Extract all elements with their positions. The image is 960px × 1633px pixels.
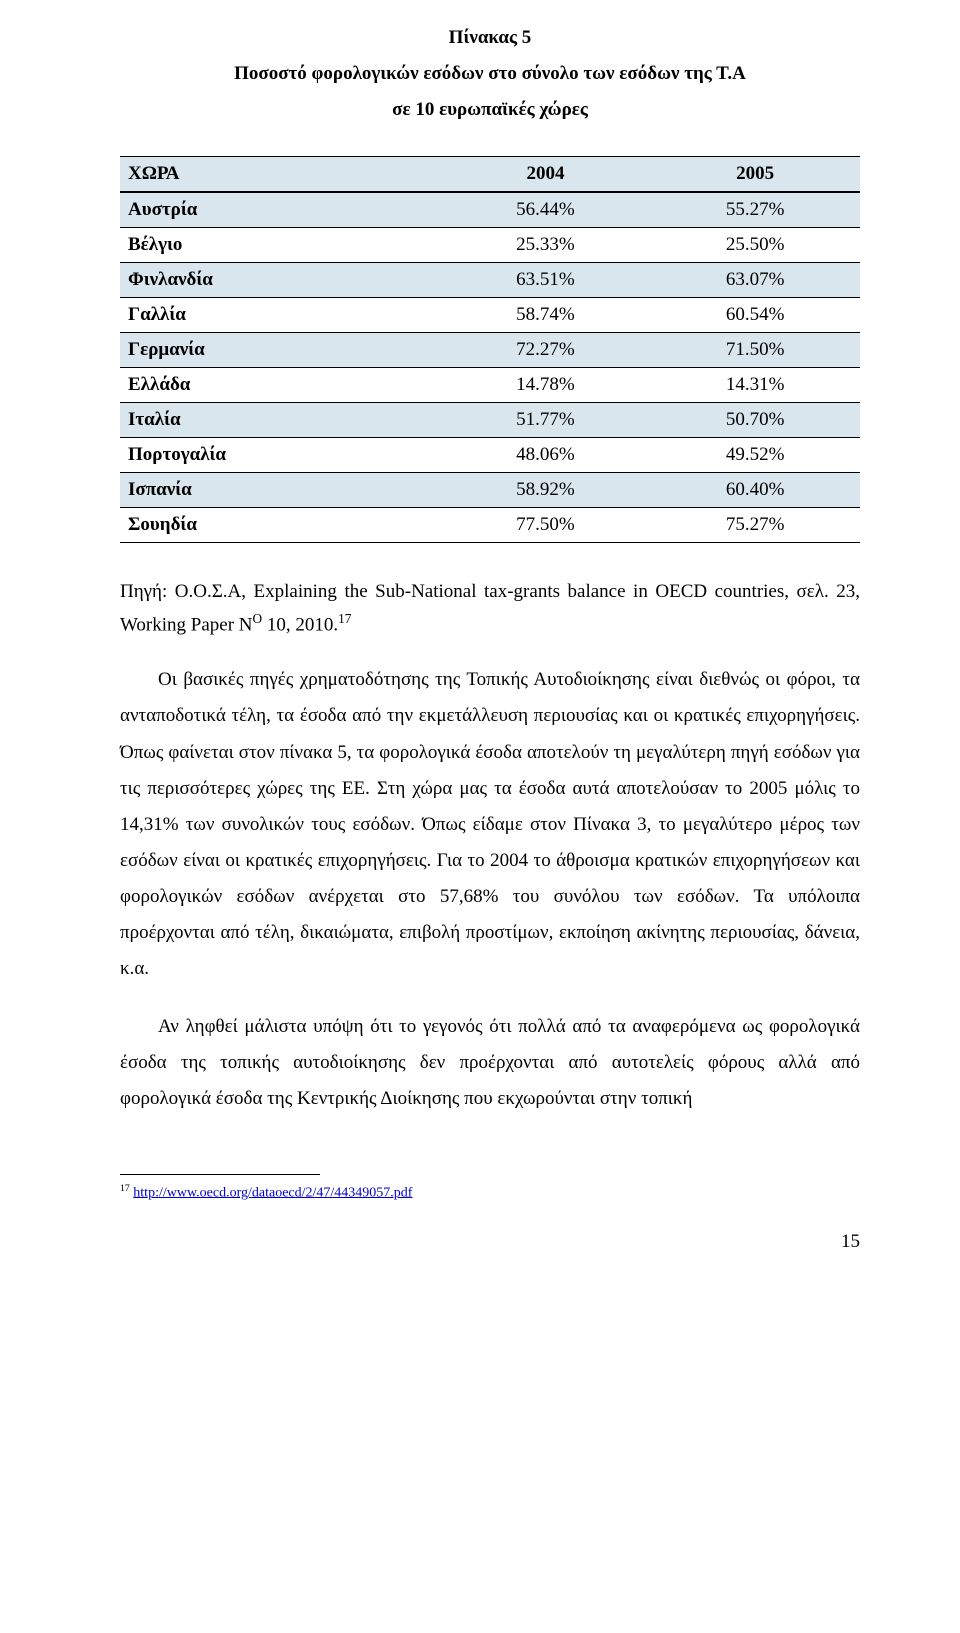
data-table: ΧΩΡΑ 2004 2005 Αυστρία56.44%55.27%Βέλγιο… (120, 156, 860, 543)
col-country: ΧΩΡΑ (120, 157, 441, 193)
cell-2004: 14.78% (441, 368, 651, 403)
table-caption: Πίνακας 5 Ποσοστό φορολογικών εσόδων στο… (120, 20, 860, 128)
cell-country: Βέλγιο (120, 228, 441, 263)
cell-2004: 77.50% (441, 508, 651, 543)
page-number: 15 (120, 1231, 860, 1253)
cell-2004: 63.51% (441, 263, 651, 298)
cell-2005: 55.27% (650, 192, 860, 228)
cell-country: Φινλανδία (120, 263, 441, 298)
table-row: Σουηδία77.50%75.27% (120, 508, 860, 543)
footnote-link[interactable]: http://www.oecd.org/dataoecd/2/47/443490… (133, 1185, 412, 1200)
table-row: Ιταλία51.77%50.70% (120, 403, 860, 438)
cell-country: Πορτογαλία (120, 438, 441, 473)
cell-2005: 50.70% (650, 403, 860, 438)
table-row: Αυστρία56.44%55.27% (120, 192, 860, 228)
cell-2005: 14.31% (650, 368, 860, 403)
cell-2004: 72.27% (441, 333, 651, 368)
cell-2005: 25.50% (650, 228, 860, 263)
cell-2005: 60.54% (650, 298, 860, 333)
table-row: Γαλλία58.74%60.54% (120, 298, 860, 333)
paragraph-1: Οι βασικές πηγές χρηματοδότησης της Τοπι… (120, 662, 860, 987)
cell-2005: 63.07% (650, 263, 860, 298)
col-2004: 2004 (441, 157, 651, 193)
col-2005: 2005 (650, 157, 860, 193)
caption-line-1: Πίνακας 5 (120, 20, 860, 56)
cell-2004: 51.77% (441, 403, 651, 438)
cell-2005: 60.40% (650, 473, 860, 508)
cell-country: Γαλλία (120, 298, 441, 333)
table-row: Βέλγιο25.33%25.50% (120, 228, 860, 263)
cell-country: Αυστρία (120, 192, 441, 228)
cell-2004: 56.44% (441, 192, 651, 228)
cell-2004: 58.74% (441, 298, 651, 333)
cell-2005: 75.27% (650, 508, 860, 543)
cell-country: Ισπανία (120, 473, 441, 508)
page: Πίνακας 5 Ποσοστό φορολογικών εσόδων στο… (0, 0, 960, 1313)
table-row: Φινλανδία63.51%63.07% (120, 263, 860, 298)
cell-2004: 48.06% (441, 438, 651, 473)
cell-country: Ελλάδα (120, 368, 441, 403)
table-row: Γερμανία72.27%71.50% (120, 333, 860, 368)
table-row: Πορτογαλία48.06%49.52% (120, 438, 860, 473)
table-body: Αυστρία56.44%55.27%Βέλγιο25.33%25.50%Φιν… (120, 192, 860, 543)
source-sup: O (253, 611, 263, 626)
cell-2005: 71.50% (650, 333, 860, 368)
footnote-rule (120, 1174, 320, 1175)
source-text-post: 10, 2010. (262, 614, 338, 635)
cell-country: Σουηδία (120, 508, 441, 543)
cell-country: Ιταλία (120, 403, 441, 438)
caption-line-3: σε 10 ευρωπαϊκές χώρες (120, 92, 860, 128)
cell-2005: 49.52% (650, 438, 860, 473)
footnote: 17 http://www.oecd.org/dataoecd/2/47/443… (120, 1183, 860, 1202)
table-row: Ελλάδα14.78%14.31% (120, 368, 860, 403)
source-citation: Πηγή: Ο.Ο.Σ.Α, Explaining the Sub-Nation… (120, 577, 860, 640)
table-row: Ισπανία58.92%60.40% (120, 473, 860, 508)
source-text-pre: Πηγή: Ο.Ο.Σ.Α, Explaining the Sub-Nation… (120, 581, 860, 635)
cell-2004: 25.33% (441, 228, 651, 263)
paragraph-2: Αν ληφθεί μάλιστα υπόψη ότι το γεγονός ό… (120, 1009, 860, 1117)
footnote-number: 17 (120, 1183, 130, 1194)
caption-line-2: Ποσοστό φορολογικών εσόδων στο σύνολο τω… (120, 56, 860, 92)
table-header-row: ΧΩΡΑ 2004 2005 (120, 157, 860, 193)
footnote-ref: 17 (338, 611, 351, 626)
cell-country: Γερμανία (120, 333, 441, 368)
cell-2004: 58.92% (441, 473, 651, 508)
